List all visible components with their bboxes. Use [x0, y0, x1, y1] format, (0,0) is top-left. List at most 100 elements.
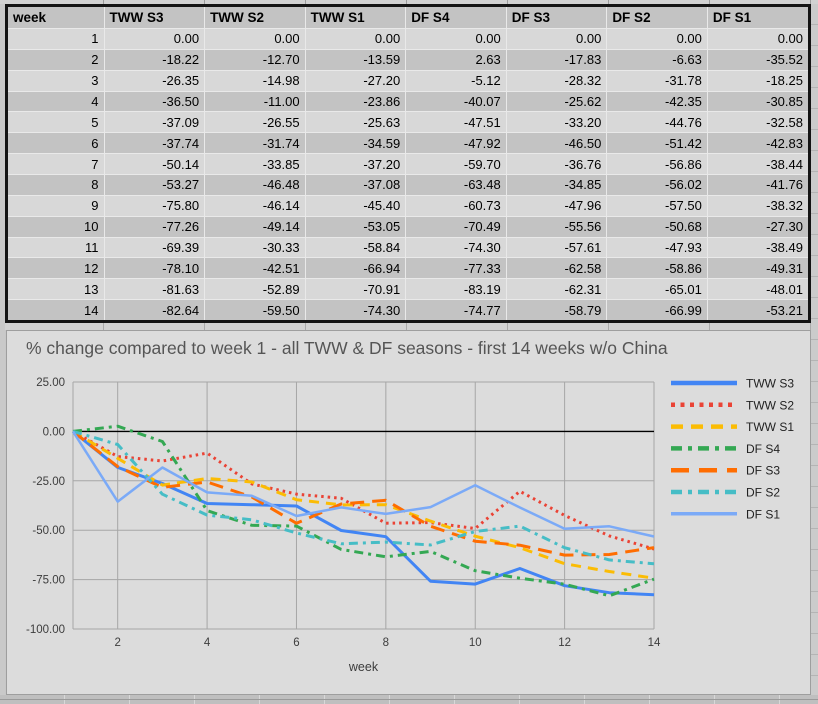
legend-item[interactable]: DF S1: [671, 507, 780, 521]
table-cell[interactable]: -26.35: [104, 70, 206, 92]
table-cell[interactable]: -53.27: [104, 174, 206, 196]
table-cell[interactable]: -44.76: [606, 111, 708, 134]
table-cell[interactable]: -18.22: [104, 49, 206, 71]
table-cell[interactable]: -66.94: [305, 257, 407, 280]
legend-item[interactable]: DF S3: [671, 464, 780, 478]
table-cell[interactable]: -26.55: [204, 111, 306, 134]
legend-item[interactable]: TWW S2: [671, 398, 794, 412]
table-cell[interactable]: 13: [8, 278, 105, 301]
column-header[interactable]: DF S4: [405, 7, 507, 29]
table-cell[interactable]: 0.00: [707, 28, 808, 50]
table-cell[interactable]: -33.20: [506, 111, 608, 134]
table-cell[interactable]: -74.30: [305, 299, 407, 320]
table-cell[interactable]: -42.83: [707, 132, 808, 155]
legend-item[interactable]: DF S2: [671, 486, 780, 500]
table-cell[interactable]: -83.19: [405, 278, 507, 301]
table-cell[interactable]: -58.86: [606, 257, 708, 280]
table-cell[interactable]: -53.05: [305, 216, 407, 238]
table-cell[interactable]: -65.01: [606, 278, 708, 301]
table-cell[interactable]: -75.80: [104, 195, 206, 217]
table-cell[interactable]: -27.20: [305, 70, 407, 92]
series-line-tww-s1[interactable]: [72, 430, 655, 580]
table-cell[interactable]: -41.76: [707, 174, 808, 196]
table-cell[interactable]: 0.00: [204, 28, 306, 50]
table-cell[interactable]: -57.50: [606, 195, 708, 217]
table-cell[interactable]: -37.20: [305, 153, 407, 176]
table-cell[interactable]: 0.00: [104, 28, 206, 50]
table-cell[interactable]: 0.00: [506, 28, 608, 50]
table-cell[interactable]: 4: [8, 91, 105, 113]
column-header[interactable]: TWW S1: [305, 7, 407, 29]
legend-item[interactable]: TWW S1: [671, 420, 794, 434]
table-cell[interactable]: -25.62: [506, 91, 608, 113]
table-cell[interactable]: -49.31: [707, 257, 808, 280]
legend-item[interactable]: TWW S3: [671, 377, 794, 391]
table-cell[interactable]: -38.32: [707, 195, 808, 217]
chart-object[interactable]: % change compared to week 1 - all TWW & …: [6, 330, 811, 695]
table-cell[interactable]: -30.33: [204, 237, 306, 259]
table-cell[interactable]: 0.00: [305, 28, 407, 50]
table-cell[interactable]: -78.10: [104, 257, 206, 280]
table-cell[interactable]: -40.07: [405, 91, 507, 113]
table-cell[interactable]: -34.59: [305, 132, 407, 155]
table-cell[interactable]: -47.92: [405, 132, 507, 155]
table-cell[interactable]: -37.08: [305, 174, 407, 196]
table-cell[interactable]: -63.48: [405, 174, 507, 196]
table-cell[interactable]: -51.42: [606, 132, 708, 155]
table-cell[interactable]: -5.12: [405, 70, 507, 92]
table-cell[interactable]: -59.50: [204, 299, 306, 320]
table-cell[interactable]: 12: [8, 257, 105, 280]
table-cell[interactable]: -74.77: [405, 299, 507, 320]
table-cell[interactable]: -47.96: [506, 195, 608, 217]
series-line-df-s3[interactable]: [72, 430, 655, 557]
table-cell[interactable]: -25.63: [305, 111, 407, 134]
table-cell[interactable]: -56.86: [606, 153, 708, 176]
column-header[interactable]: DF S3: [506, 7, 608, 29]
table-cell[interactable]: -31.78: [606, 70, 708, 92]
table-cell[interactable]: -34.85: [506, 174, 608, 196]
table-cell[interactable]: 2.63: [405, 49, 507, 71]
table-cell[interactable]: -27.30: [707, 216, 808, 238]
table-cell[interactable]: -11.00: [204, 91, 306, 113]
table-cell[interactable]: 11: [8, 237, 105, 259]
table-cell[interactable]: -36.50: [104, 91, 206, 113]
table-cell[interactable]: -45.40: [305, 195, 407, 217]
table-cell[interactable]: -70.49: [405, 216, 507, 238]
column-header[interactable]: TWW S2: [204, 7, 306, 29]
table-cell[interactable]: 3: [8, 70, 105, 92]
table-cell[interactable]: -35.52: [707, 49, 808, 71]
column-header[interactable]: week: [8, 7, 105, 29]
table-cell[interactable]: -18.25: [707, 70, 808, 92]
table-cell[interactable]: -81.63: [104, 278, 206, 301]
table-cell[interactable]: -6.63: [606, 49, 708, 71]
table-cell[interactable]: -50.68: [606, 216, 708, 238]
series-line-df-s2[interactable]: [72, 429, 655, 566]
table-cell[interactable]: -57.61: [506, 237, 608, 259]
table-cell[interactable]: -62.31: [506, 278, 608, 301]
table-cell[interactable]: -32.58: [707, 111, 808, 134]
table-cell[interactable]: 0.00: [405, 28, 507, 50]
table-cell[interactable]: 5: [8, 111, 105, 134]
table-cell[interactable]: -47.93: [606, 237, 708, 259]
table-cell[interactable]: -37.09: [104, 111, 206, 134]
table-cell[interactable]: -14.98: [204, 70, 306, 92]
table-cell[interactable]: -53.21: [707, 299, 808, 320]
table-cell[interactable]: -48.01: [707, 278, 808, 301]
column-header[interactable]: TWW S3: [104, 7, 206, 29]
table-cell[interactable]: -28.32: [506, 70, 608, 92]
table-cell[interactable]: -46.50: [506, 132, 608, 155]
table-cell[interactable]: -77.26: [104, 216, 206, 238]
table-cell[interactable]: -23.86: [305, 91, 407, 113]
series-line-df-s1[interactable]: [71, 430, 655, 538]
table-cell[interactable]: -38.49: [707, 237, 808, 259]
table-cell[interactable]: -77.33: [405, 257, 507, 280]
table-cell[interactable]: -46.14: [204, 195, 306, 217]
series-line-tww-s3[interactable]: [72, 430, 655, 597]
table-cell[interactable]: -55.56: [506, 216, 608, 238]
table-cell[interactable]: 10: [8, 216, 105, 238]
table-cell[interactable]: -49.14: [204, 216, 306, 238]
table-cell[interactable]: 2: [8, 49, 105, 71]
table-cell[interactable]: -62.58: [506, 257, 608, 280]
table-cell[interactable]: -33.85: [204, 153, 306, 176]
table-cell[interactable]: -52.89: [204, 278, 306, 301]
